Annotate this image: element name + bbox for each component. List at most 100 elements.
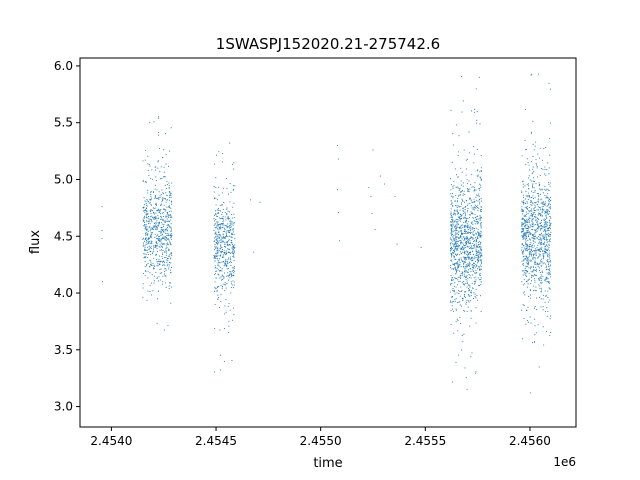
data-point [157,161,159,163]
data-point [535,163,537,165]
data-point [162,249,164,252]
data-point [459,254,461,256]
data-point [544,241,546,243]
data-point [213,191,215,193]
y-tick-label: 6.0 [54,59,73,73]
data-point [229,256,231,258]
data-point [533,229,535,231]
data-point [226,266,228,268]
data-point [452,279,454,281]
data-point [533,240,535,242]
data-point [523,271,525,273]
data-point [468,253,470,255]
data-point [528,267,530,269]
data-point [461,232,463,234]
data-point [456,226,458,228]
data-point [454,243,456,245]
data-point [538,242,540,244]
data-point [525,220,527,223]
data-point [371,213,373,215]
data-point [532,172,534,174]
data-point [232,189,234,191]
data-point [465,224,467,226]
data-point [450,178,452,180]
data-point [154,188,156,190]
data-point [461,214,463,216]
data-point [523,270,525,272]
data-point [540,306,542,308]
data-point [216,226,218,228]
data-point [547,196,549,198]
data-point [165,269,167,271]
data-point [151,232,154,234]
data-point [170,127,172,129]
data-point [145,207,148,210]
data-point [213,254,215,256]
data-point [477,200,479,202]
data-point [523,234,525,236]
data-point [467,264,469,266]
data-point [467,277,469,279]
data-point [216,235,218,237]
data-point [454,230,456,232]
data-point [548,207,550,209]
data-point [165,163,167,165]
data-point [462,200,464,202]
data-point [169,195,171,197]
data-point [521,201,523,203]
data-point [223,275,225,277]
data-point [533,341,535,343]
data-point [215,219,217,221]
data-point [218,194,220,196]
data-point [480,222,483,224]
data-point [461,273,463,275]
data-point [461,76,463,78]
data-point [478,259,480,261]
data-point [474,206,476,208]
data-point [526,219,528,221]
data-point [457,176,459,178]
data-point [531,274,533,276]
data-point [233,221,235,224]
data-point [533,203,535,205]
data-point [461,246,463,248]
data-point [232,287,235,289]
data-point [465,270,467,272]
data-point [224,211,226,214]
data-point [547,200,550,202]
data-point [479,251,481,253]
data-point [227,305,229,307]
data-point [145,232,147,234]
data-point [535,252,537,254]
data-point [524,108,526,111]
data-point [535,202,537,204]
data-point [548,199,550,201]
data-point [460,253,462,255]
data-point [222,187,224,189]
data-point [529,252,531,254]
data-point [158,191,160,193]
data-point [526,158,528,160]
data-point [532,195,534,197]
data-point [222,224,224,226]
data-point [543,242,545,244]
data-point [548,201,550,203]
data-point [220,254,222,256]
data-point [525,247,527,250]
data-point [525,272,527,274]
data-point [459,290,461,293]
data-point [521,218,523,220]
data-point [529,217,531,220]
data-point [221,274,223,276]
data-point [470,291,472,293]
data-point [525,237,527,239]
data-point [154,228,156,230]
data-point [454,293,456,295]
data-point [170,219,172,221]
data-point [545,269,547,271]
data-point [541,211,543,214]
data-point [473,292,475,294]
data-point [462,242,464,244]
data-point [521,190,523,192]
data-point [464,253,466,255]
